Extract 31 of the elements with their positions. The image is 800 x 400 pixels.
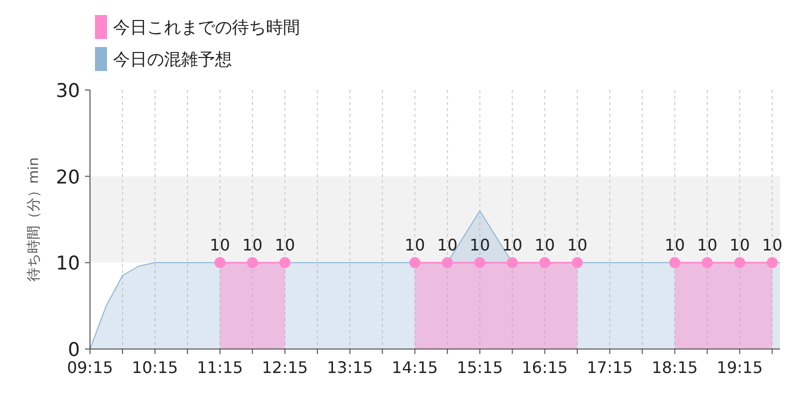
x-tick-label: 18:15 xyxy=(652,358,698,377)
x-tick-label: 09:15 xyxy=(66,358,114,377)
data-label: 10 xyxy=(437,236,458,255)
data-label: 10 xyxy=(210,236,230,255)
y-tick-label: 10 xyxy=(56,252,80,275)
data-label: 10 xyxy=(697,236,718,255)
x-tick-label: 14:15 xyxy=(392,358,438,377)
data-label: 10 xyxy=(470,236,490,255)
y-tick-label: 30 xyxy=(56,80,80,102)
x-tick-label: 12:15 xyxy=(262,358,308,377)
x-tick-label: 13:15 xyxy=(326,358,373,377)
data-label: 10 xyxy=(664,236,685,255)
data-label: 10 xyxy=(404,236,426,255)
y-tick-label: 0 xyxy=(68,339,80,361)
legend-label: 今日の混雑予想 xyxy=(113,50,232,70)
x-tick-label: 19:15 xyxy=(716,358,763,377)
y-tick-label: 20 xyxy=(56,166,80,188)
data-label: 10 xyxy=(502,236,522,255)
data-label: 10 xyxy=(534,236,555,255)
x-tick-label: 15:15 xyxy=(456,358,503,377)
x-tick-label: 10:15 xyxy=(132,358,178,377)
data-label: 10 xyxy=(567,236,588,255)
legend-label: 今日これまでの待ち時間 xyxy=(113,18,300,38)
x-tick-label: 16:15 xyxy=(522,358,568,377)
x-tick-label: 11:15 xyxy=(196,358,243,377)
x-tick-label: 17:15 xyxy=(586,358,633,377)
data-label: 10 xyxy=(762,236,782,255)
data-label: 10 xyxy=(730,236,750,255)
y-axis-title: 待ち時間（分）min xyxy=(26,157,42,282)
data-label: 10 xyxy=(242,236,263,255)
data-label: 10 xyxy=(274,236,296,255)
